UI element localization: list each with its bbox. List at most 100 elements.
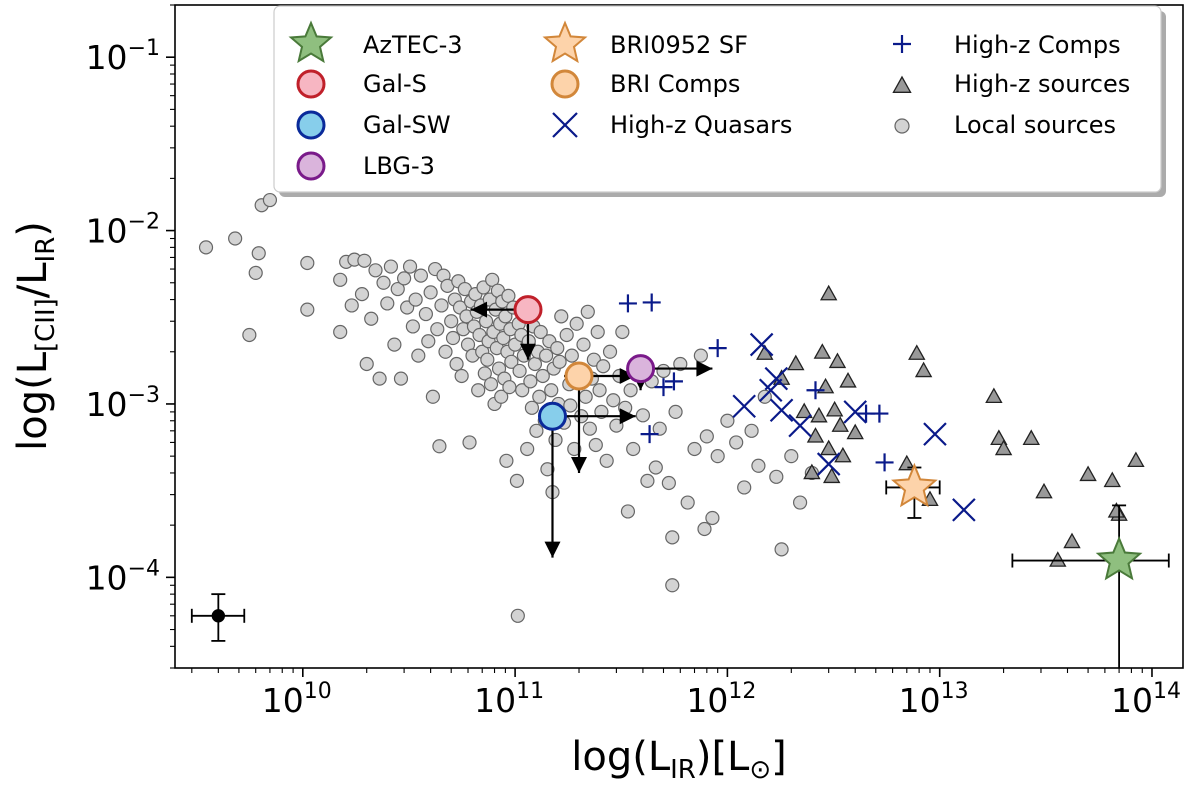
local-source-point <box>390 281 405 297</box>
legend-label-high-z-sources: High-z sources <box>954 70 1130 98</box>
local-source-point <box>432 439 447 454</box>
high-z-source-point <box>1107 502 1126 518</box>
high-z-quasar-point <box>769 398 794 423</box>
high-z-source-point <box>1127 451 1145 468</box>
local-source-point <box>198 240 214 255</box>
local-source-point <box>737 480 752 495</box>
local-source-point <box>408 292 423 307</box>
high-z-source-point <box>908 344 926 360</box>
x-tick-base: 10 <box>899 681 941 720</box>
x-tick-exponent: 11 <box>516 679 544 704</box>
local-source-point <box>582 421 597 436</box>
local-source-point <box>262 192 278 208</box>
local-source-point <box>523 374 538 389</box>
local-source-point <box>405 319 420 334</box>
local-source-point <box>626 441 641 457</box>
local-source-point <box>699 429 714 444</box>
gal-sw-point <box>537 401 567 431</box>
local-source-point <box>300 255 315 271</box>
local-source-point <box>563 398 578 413</box>
x-tick-label: 1013 <box>899 679 969 720</box>
local-source-point <box>552 354 567 369</box>
legend-label-lbg-3: LBG-3 <box>363 152 435 180</box>
local-source-point <box>569 316 584 331</box>
high-z-source-point <box>825 400 844 417</box>
high-z-comp-point <box>708 339 727 358</box>
local-source-point <box>720 413 735 428</box>
aztec-3-point <box>1095 535 1143 581</box>
high-z-comp-point <box>870 404 889 423</box>
local-source-point <box>693 348 708 363</box>
local-source-point <box>504 354 519 369</box>
local-source-point <box>769 469 784 484</box>
local-source-point <box>548 432 563 448</box>
high-z-quasar-point <box>732 394 756 419</box>
high-z-source-point <box>819 284 838 301</box>
x-tick-label: 1011 <box>474 679 544 720</box>
local-source-point <box>411 348 426 363</box>
local-source-point <box>544 383 559 398</box>
local-source-point <box>520 441 535 457</box>
local-source-point <box>792 495 808 510</box>
local-source-point <box>539 348 554 363</box>
high-z-source-point <box>795 402 813 419</box>
local-source-point <box>515 383 530 398</box>
local-source-point <box>620 504 636 519</box>
local-source-point <box>529 423 544 438</box>
local-source-point <box>359 356 374 372</box>
local-source-point <box>512 363 527 379</box>
local-source-point <box>357 253 372 268</box>
local-source-point <box>596 359 611 374</box>
legend-label-gal-sw: Gal-SW <box>363 111 451 139</box>
local-source-point <box>449 356 464 372</box>
high-z-source-point <box>822 467 841 484</box>
local-source-point <box>668 404 683 419</box>
local-source-point <box>471 383 486 398</box>
gal-s-point <box>513 295 543 325</box>
local-source-point <box>372 371 387 386</box>
legend-label-high-z-comps: High-z Comps <box>954 31 1121 59</box>
upper-limit-arrowhead <box>471 301 488 318</box>
high-z-quasar-point <box>923 422 947 446</box>
upper-limit-arrowhead <box>519 343 536 360</box>
y-tick-label: 10−1 <box>86 36 160 77</box>
high-z-comp-point <box>618 294 637 313</box>
local-source-point <box>425 389 441 404</box>
y-tick-base: 10 <box>86 558 128 597</box>
high-z-comp-point <box>664 372 683 391</box>
local-source-point <box>438 344 453 359</box>
legend-label-bri-comps: BRI Comps <box>610 70 740 98</box>
legend-symbol-lbg-3 <box>296 151 326 181</box>
local-source-point <box>480 352 495 367</box>
local-source-point <box>567 441 582 457</box>
legend-symbol-bri-comps <box>550 69 580 99</box>
local-source-point <box>680 495 695 510</box>
local-source-point <box>499 453 514 468</box>
y-tick-exponent: −4 <box>128 556 160 581</box>
local-source-point <box>402 259 418 274</box>
legend-symbol-local-sources <box>894 118 910 134</box>
local-source-point <box>300 302 315 317</box>
y-tick-base: 10 <box>86 38 128 77</box>
local-source-point <box>532 389 547 404</box>
high-z-source-point <box>839 372 857 388</box>
data-layer <box>190 192 1170 668</box>
local-source-point <box>354 287 370 302</box>
high-z-source-point <box>1079 465 1097 482</box>
y-tick-exponent: −3 <box>128 383 160 408</box>
y-tick-base: 10 <box>86 385 128 424</box>
y-axis-label: log(L[CII]/LIR) <box>10 221 61 451</box>
local-source-point <box>540 462 555 477</box>
high-z-source-point <box>985 387 1003 404</box>
legend-box <box>273 5 1162 193</box>
local-source-point <box>368 263 383 278</box>
legend-symbol-aztec-3 <box>288 20 334 64</box>
high-z-source-point <box>1022 429 1040 445</box>
high-z-source-point <box>1035 482 1053 499</box>
local-source-point <box>228 231 243 246</box>
high-z-quasar-point <box>843 400 867 424</box>
local-source-point <box>423 285 438 300</box>
local-source-point <box>599 453 614 468</box>
